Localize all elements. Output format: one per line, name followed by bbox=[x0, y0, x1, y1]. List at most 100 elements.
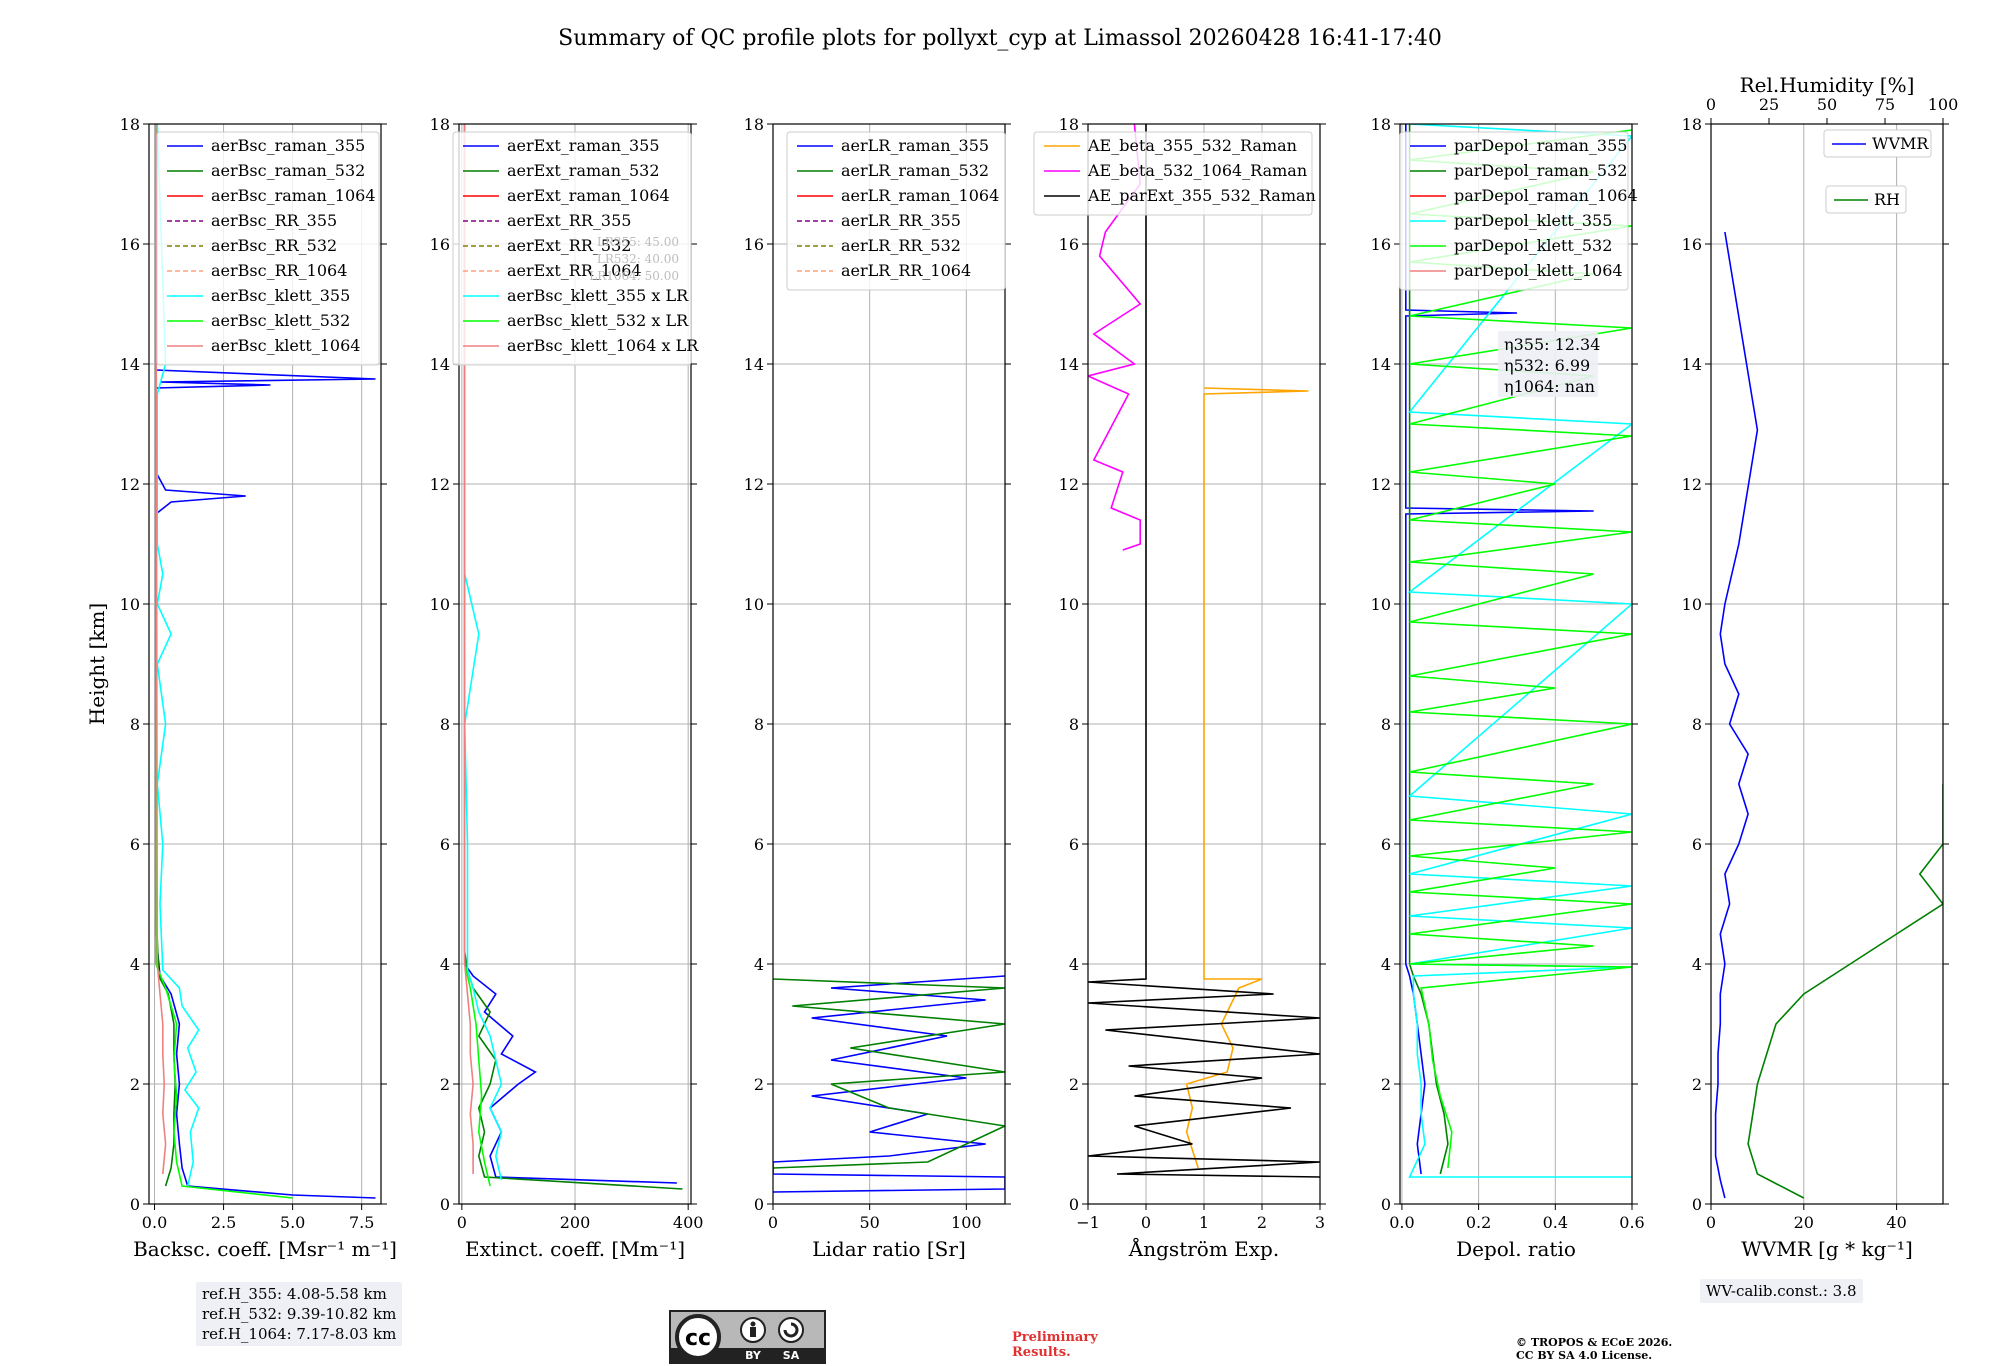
ytick-label: 4 bbox=[1381, 955, 1391, 974]
ytick-label: 8 bbox=[130, 715, 140, 734]
xtick-label: 40 bbox=[1886, 1213, 1906, 1232]
ytick-label: 8 bbox=[1692, 715, 1702, 734]
preliminary-line-1: Preliminary bbox=[1012, 1330, 1098, 1345]
legend-box bbox=[156, 131, 380, 366]
panel-bsc: 0 2 4 6 8 10 12 14 16 18 0.0 2.5 5.0 7.5 Backsc. coeff… bbox=[85, 115, 397, 1261]
axes-frame bbox=[772, 123, 1006, 1205]
xtick-label: 1 bbox=[1199, 1213, 1209, 1232]
legend-entry: aerBsc_RR_355 bbox=[211, 211, 337, 230]
x-axis-label: Backsc. coeff. [Msr⁻¹ m⁻¹] bbox=[133, 1237, 397, 1261]
eta-label: η532: 6.99 bbox=[1504, 356, 1590, 375]
xtick-label: 0.6 bbox=[1619, 1213, 1644, 1232]
ytick-label: 4 bbox=[1069, 955, 1079, 974]
legend-entry: aerLR_raman_1064 bbox=[841, 186, 999, 205]
legend-entry: aerLR_RR_1064 bbox=[841, 261, 971, 280]
ytick-label: 16 bbox=[1682, 235, 1702, 254]
ytick-label: 16 bbox=[120, 235, 140, 254]
series-AE_beta_532_1064_Raman bbox=[1088, 124, 1142, 551]
cc-text: cc bbox=[685, 1326, 711, 1351]
cc-license-badge: cc BY SA bbox=[669, 1310, 826, 1364]
copyright-line-2: CC BY SA 4.0 License. bbox=[1516, 1349, 1653, 1362]
legend-entry: AE_beta_355_532_Raman bbox=[1087, 136, 1297, 155]
series-aerBsc_klett_532 x LR bbox=[463, 124, 491, 1187]
ytick-label: 0 bbox=[754, 1195, 764, 1214]
panel-lr: 0 2 4 6 8 10 12 14 16 18 0 50 100 Lidar ratio [Sr] aer… bbox=[744, 115, 1011, 1261]
top-x-axis-label: Rel.Humidity [%] bbox=[1740, 73, 1915, 97]
series-group bbox=[1088, 124, 1320, 1178]
x-axis-label: Extinct. coeff. [Mm⁻¹] bbox=[465, 1237, 685, 1261]
legend-entry: aerBsc_klett_532 bbox=[211, 311, 350, 330]
xtick-label: 2.5 bbox=[211, 1213, 236, 1232]
xtick-label: 0 bbox=[457, 1213, 467, 1232]
ytick-label: 10 bbox=[1059, 595, 1079, 614]
legend-entry: aerExt_RR_1064 bbox=[507, 261, 642, 280]
ytick-label: 18 bbox=[1682, 115, 1702, 134]
legend-entry: aerExt_raman_532 bbox=[507, 161, 660, 180]
axes-frame bbox=[1710, 123, 1944, 1205]
ref-height-355: ref.H_355: 4.08-5.58 km bbox=[202, 1285, 387, 1303]
ytick-label: 10 bbox=[430, 595, 450, 614]
ytick-label: 2 bbox=[754, 1075, 764, 1094]
top-xtick-label: 25 bbox=[1759, 95, 1779, 114]
xtick-label: 5.0 bbox=[280, 1213, 305, 1232]
x-axis-label: Depol. ratio bbox=[1456, 1237, 1576, 1261]
eta-label: η1064: nan bbox=[1504, 377, 1595, 396]
legend-entry: aerBsc_RR_1064 bbox=[211, 261, 347, 280]
legend-entry: aerBsc_klett_1064 x LR bbox=[507, 336, 699, 355]
xtick-label: 0 bbox=[768, 1213, 778, 1232]
ytick-label: 0 bbox=[440, 1195, 450, 1214]
ytick-label: 6 bbox=[1692, 835, 1702, 854]
ytick-label: 18 bbox=[120, 115, 140, 134]
ytick-label: 18 bbox=[430, 115, 450, 134]
ytick-label: 2 bbox=[130, 1075, 140, 1094]
axes-frame bbox=[1399, 123, 1633, 1205]
lr-annotation: LR532: 40.00 bbox=[597, 252, 679, 266]
legend-entry: parDepol_klett_1064 bbox=[1454, 261, 1623, 280]
top-xtick-label: 50 bbox=[1817, 95, 1837, 114]
xtick-label: 7.5 bbox=[349, 1213, 374, 1232]
top-xtick-label: 0 bbox=[1706, 95, 1716, 114]
ytick-label: 0 bbox=[1381, 1195, 1391, 1214]
ytick-label: 2 bbox=[1692, 1075, 1702, 1094]
ytick-label: 10 bbox=[120, 595, 140, 614]
ytick-label: 6 bbox=[130, 835, 140, 854]
ytick-label: 10 bbox=[1371, 595, 1391, 614]
legend-entry: WVMR bbox=[1872, 134, 1929, 153]
lr-annotation: LR355: 45.00 bbox=[597, 235, 679, 249]
preliminary-line-2: Results. bbox=[1012, 1345, 1071, 1360]
ytick-label: 14 bbox=[1371, 355, 1391, 374]
wv-calib-box: WV-calib.const.: 3.8 bbox=[1700, 1279, 1863, 1303]
legend-entry: aerLR_RR_355 bbox=[841, 211, 961, 230]
ytick-label: 6 bbox=[1381, 835, 1391, 854]
ytick-label: 0 bbox=[1069, 1195, 1079, 1214]
legend-entry: aerExt_RR_355 bbox=[507, 211, 631, 230]
legend-entry: parDepol_klett_532 bbox=[1454, 236, 1612, 255]
ref-height-1064: ref.H_1064: 7.17-8.03 km bbox=[202, 1325, 397, 1343]
ytick-label: 4 bbox=[130, 955, 140, 974]
xtick-label: 0.0 bbox=[142, 1213, 167, 1232]
xtick-label: 3 bbox=[1315, 1213, 1325, 1232]
ytick-label: 0 bbox=[1692, 1195, 1702, 1214]
legend-box bbox=[1033, 131, 1313, 216]
cc-by-text: BY bbox=[745, 1349, 762, 1362]
ytick-label: 4 bbox=[754, 955, 764, 974]
legend-box bbox=[1399, 131, 1629, 291]
xtick-label: 200 bbox=[560, 1213, 591, 1232]
series-WVMR bbox=[1714, 231, 1759, 1199]
series-aerExt_raman_355 bbox=[463, 124, 677, 1184]
eta-label: η355: 12.34 bbox=[1504, 335, 1600, 354]
legend-entry: parDepol_raman_532 bbox=[1454, 161, 1627, 180]
xtick-label: 50 bbox=[859, 1213, 879, 1232]
ytick-label: 12 bbox=[1682, 475, 1702, 494]
series-aerBsc_klett_532 bbox=[155, 124, 293, 1199]
ytick-label: 0 bbox=[130, 1195, 140, 1214]
legend-entry: aerBsc_raman_1064 bbox=[211, 186, 376, 205]
legend-entry: AE_parExt_355_532_Raman bbox=[1087, 186, 1316, 205]
top-xtick-label: 75 bbox=[1875, 95, 1895, 114]
legend-entry: AE_beta_532_1064_Raman bbox=[1087, 161, 1307, 180]
cc-badge-icon: cc BY SA bbox=[671, 1312, 824, 1362]
top-xtick-label: 100 bbox=[1928, 95, 1959, 114]
legend-entry: aerLR_raman_355 bbox=[841, 136, 989, 155]
ytick-label: 6 bbox=[754, 835, 764, 854]
